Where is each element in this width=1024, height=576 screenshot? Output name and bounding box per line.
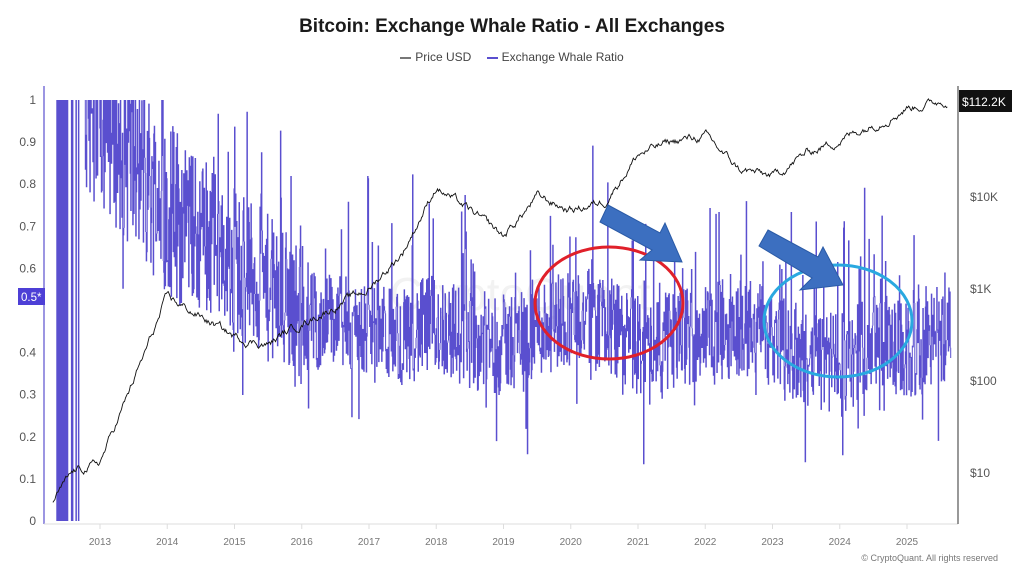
x-axis-tick-label: 2021: [627, 537, 650, 548]
chart-title: Bitcoin: Exchange Whale Ratio - All Exch…: [299, 16, 725, 37]
x-axis-tick-label: 2014: [156, 537, 179, 548]
x-axis-tick-label: 2024: [829, 537, 852, 548]
chart-legend: Price USD Exchange Whale Ratio: [0, 50, 1024, 64]
left-axis-marker: [18, 288, 45, 305]
right-axis-tick-label: $100: [970, 374, 997, 388]
whale-ratio-swatch-icon: [486, 57, 498, 59]
copyright-notice: © CryptoQuant. All rights reserved: [861, 553, 998, 563]
left-axis-marker-label: 0.5*: [21, 292, 42, 304]
x-axis-tick-label: 2025: [896, 537, 919, 548]
arrow-annotation-1: [599, 204, 683, 263]
current-price-badge: [959, 90, 1012, 112]
x-axis-tick-label: 2023: [761, 537, 784, 548]
left-axis-tick-label: 0.3: [19, 388, 36, 402]
left-axis-tick-label: 0.7: [19, 219, 36, 233]
x-axis-tick-label: 2016: [291, 537, 314, 548]
left-axis-tick-label: 0: [29, 514, 36, 528]
left-axis-tick-label: 0.2: [19, 430, 36, 444]
x-axis-tick-label: 2019: [492, 537, 515, 548]
left-axis-tick-label: 0.6: [19, 261, 36, 275]
blue-circle-annotation: [762, 263, 914, 379]
left-axis-tick-label: 0.8: [19, 177, 36, 191]
left-axis-tick-label: 0.9: [19, 135, 36, 149]
price-usd-line: [52, 98, 948, 503]
price-swatch-icon: [400, 57, 412, 59]
x-axis-tick-label: 2015: [223, 537, 246, 548]
x-axis-tick-label: 2020: [560, 537, 583, 548]
x-axis-tick-label: 2017: [358, 537, 381, 548]
right-axis-tick-label: $10: [970, 466, 990, 480]
x-axis-tick-label: 2022: [694, 537, 717, 548]
x-axis-tick-label: 2013: [89, 537, 112, 548]
left-axis-tick-label: 0.4: [19, 346, 36, 360]
left-axis-ticks: 0 0.1 0.2 0.3 0.4 0.6 0.7 0.8 0.9 1: [19, 93, 36, 528]
right-axis-tick-label: $10K: [970, 190, 998, 204]
right-axis-tick-label: $1K: [970, 282, 991, 296]
legend-item-whale-ratio[interactable]: Exchange Whale Ratio: [486, 50, 624, 64]
arrow-annotation-2: [758, 229, 844, 291]
x-axis-tick-label: 2018: [425, 537, 448, 548]
right-axis-ticks: $10 $100 $1K $10K: [970, 190, 998, 480]
legend-item-price[interactable]: Price USD: [400, 50, 471, 64]
left-axis-tick-label: 1: [29, 93, 36, 107]
red-circle-annotation: [533, 245, 685, 361]
x-axis-ticks: 2013 2014 2015 2016 2017 2018 2019 2020 2021 2022…: [89, 524, 919, 548]
left-axis-tick-label: 0.1: [19, 472, 36, 486]
current-price-label: $112.2K: [962, 95, 1006, 109]
